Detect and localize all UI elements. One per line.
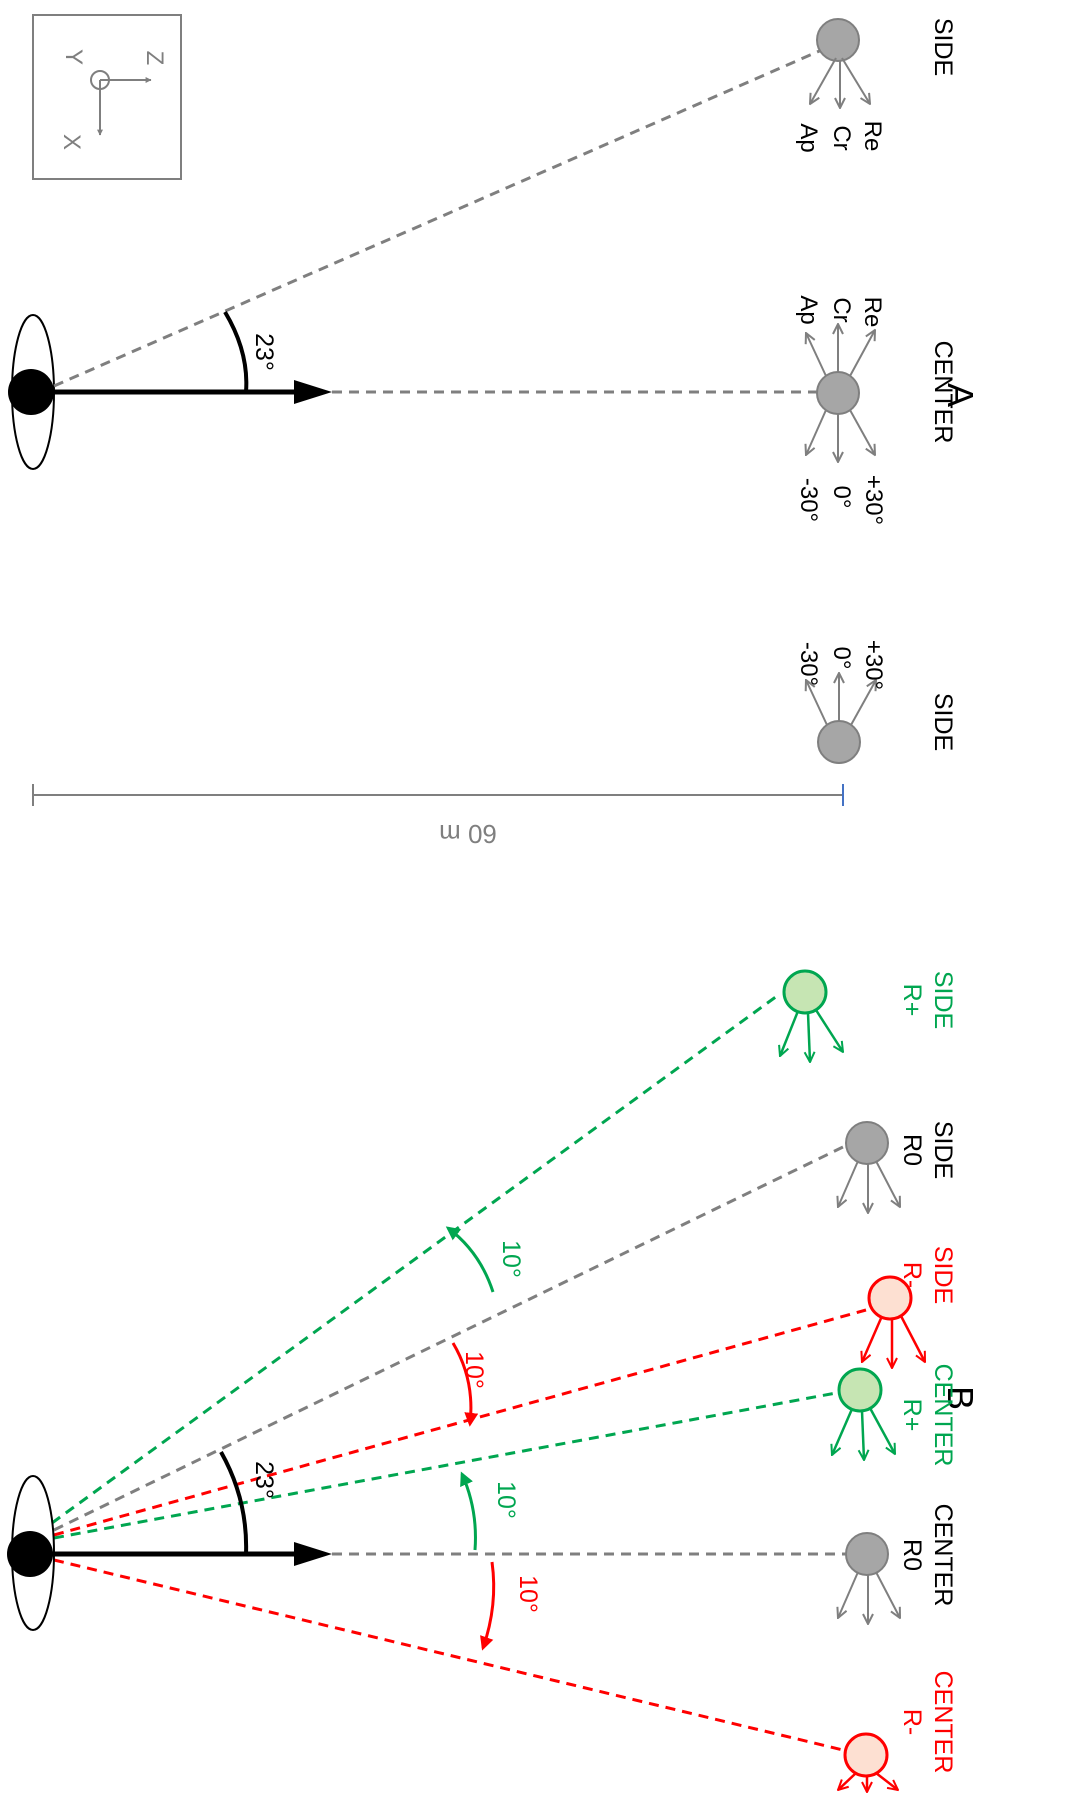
direction-cr-top: Cr	[828, 125, 855, 150]
target-label-side-rplus: SIDE	[929, 971, 957, 1029]
target-cond-center-r0: R0	[898, 1539, 926, 1571]
rotation-label-center-rminus: 10°	[514, 1575, 542, 1613]
direction-minus30-center: -30°	[795, 478, 822, 522]
target-side-r0	[838, 1121, 900, 1213]
sightline-b-side-rplus	[51, 994, 778, 1525]
scale-bar-label: 60 m	[439, 819, 497, 849]
heading-arrowhead-b	[294, 1542, 332, 1566]
angle-arc-a	[223, 310, 249, 393]
coordinate-axes-box: Z Y X	[32, 14, 182, 180]
target-side-top	[810, 18, 870, 108]
sightline-b-side-r0	[53, 1145, 844, 1532]
target-label-center-rplus: CENTER	[929, 1364, 957, 1467]
direction-plus30-center: +30°	[860, 475, 887, 525]
target-side-rminus	[862, 1275, 927, 1368]
rotation-arc-side-rplus	[445, 1226, 495, 1293]
axis-y-label: Y	[60, 49, 87, 65]
target-label-side-r0: SIDE	[929, 1121, 957, 1179]
target-cond-side-rminus: R-	[898, 1262, 926, 1288]
target-cond-side-rplus: R+	[898, 984, 926, 1017]
direction-cr-center: Cr	[828, 297, 855, 322]
target-center-rplus	[832, 1367, 897, 1460]
sightline-b-center-rminus	[53, 1558, 844, 1752]
rotation-label-center-rplus: 10°	[492, 1481, 520, 1519]
target-label-side-top: SIDE	[929, 18, 957, 76]
direction-plus30-bottom: +30°	[860, 640, 887, 690]
target-label-center-r0: CENTER	[929, 1504, 957, 1607]
angle-arc-b	[219, 1451, 249, 1555]
direction-ap-top: Ap	[795, 123, 822, 152]
rotation-label-side-rplus: 10°	[497, 1240, 525, 1278]
sightline-b-side-rminus	[53, 1308, 867, 1537]
target-center-r0	[838, 1532, 900, 1624]
target-cond-center-rminus: R-	[898, 1709, 926, 1735]
observer-a	[8, 314, 55, 470]
direction-zero-bottom: 0°	[828, 647, 855, 670]
panel-b: B 23° 10° 10° 10° 10°	[7, 969, 981, 1792]
target-side-bottom	[806, 673, 876, 764]
angle-label-a: 23°	[250, 333, 278, 371]
axis-x-label: X	[58, 134, 85, 150]
target-label-side-bottom: SIDE	[929, 693, 957, 751]
target-cond-side-r0: R0	[898, 1134, 926, 1166]
target-center	[806, 324, 875, 462]
rotation-arc-side-rminus	[451, 1342, 479, 1427]
direction-re-top: Re	[859, 121, 886, 152]
rotation-arc-center-rminus	[480, 1561, 496, 1651]
target-cond-center-rplus: R+	[898, 1399, 926, 1432]
angle-label-b: 23°	[250, 1461, 278, 1499]
direction-ap-center: Ap	[795, 295, 822, 324]
panel-a: A Z Y X 23° S	[8, 14, 981, 849]
panel-b-letter: B	[940, 1386, 981, 1410]
sightline-b-center-rplus	[53, 1391, 837, 1540]
target-label-side-rminus: SIDE	[929, 1246, 957, 1304]
axis-z-label: Z	[141, 51, 168, 66]
scale-bar	[32, 784, 844, 806]
direction-minus30-bottom: -30°	[795, 642, 822, 686]
direction-re-center: Re	[859, 297, 886, 328]
target-side-rplus	[780, 969, 843, 1062]
panel-a-letter: A	[940, 383, 981, 407]
sightline-a-side	[53, 43, 834, 388]
observer-b	[7, 1475, 55, 1631]
rotation-arc-center-rplus	[460, 1471, 477, 1551]
target-label-center-rminus: CENTER	[929, 1671, 957, 1774]
direction-zero-center: 0°	[828, 486, 855, 509]
rotation-label-side-rminus: 10°	[460, 1351, 488, 1389]
target-label-center: CENTER	[929, 341, 957, 444]
target-center-rminus	[838, 1732, 898, 1792]
heading-arrowhead-a	[294, 380, 332, 404]
